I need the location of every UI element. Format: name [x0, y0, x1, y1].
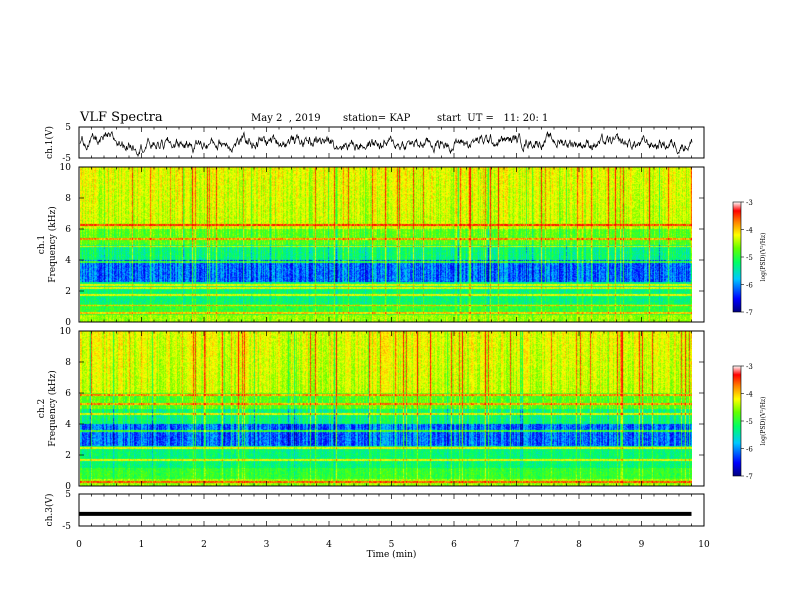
x-tick-label: 1: [139, 540, 145, 550]
y-tick-label: 4: [65, 256, 71, 266]
colorbar-ch2: [732, 365, 742, 477]
y-tick-label: 6: [65, 389, 71, 399]
x-tick-label: 8: [576, 540, 582, 550]
colorbar-label: log(PSD)(V²/Hz): [760, 233, 767, 282]
channel-label: ch.2: [37, 399, 47, 418]
y-tick-label: 10: [60, 163, 72, 173]
x-axis-label: Time (min): [367, 549, 417, 560]
x-tick-label: 6: [451, 540, 457, 550]
date-label: May 2 , 2019: [251, 113, 321, 124]
x-tick-label: 7: [514, 540, 520, 550]
y-axis-label: ch.3(V): [44, 494, 55, 527]
spectrogram-image-ch1: [80, 167, 692, 322]
colorbar-tick-label: -3: [746, 199, 753, 207]
y-axis-label: Frequency (kHz): [47, 370, 58, 447]
y-tick-label: 10: [60, 327, 72, 337]
x-tick-label: 4: [326, 540, 332, 550]
colorbar-tick-label: -6: [746, 282, 753, 290]
y-tick-label: 4: [65, 420, 71, 430]
ch1-waveform-line: [79, 131, 693, 158]
colorbar-tick-label: -7: [746, 473, 753, 481]
y-tick-label: 2: [65, 451, 71, 461]
y-tick-label: -5: [62, 154, 71, 164]
x-tick-label: 9: [639, 540, 645, 550]
colorbar-tick-label: -4: [746, 227, 753, 235]
y-tick-label: 0: [65, 482, 71, 492]
y-tick-label: 8: [65, 194, 71, 204]
colorbar-tick-label: -5: [746, 418, 753, 426]
y-tick-label: 6: [65, 225, 71, 235]
colorbar-tick-label: -3: [746, 363, 753, 371]
colorbar-ch1: [732, 201, 742, 313]
x-tick-label: 5: [389, 540, 395, 550]
station-label: station= KAP: [343, 113, 411, 124]
y-tick-label: -5: [62, 522, 71, 532]
channel-label: ch.1: [37, 235, 47, 254]
x-tick-label: 0: [76, 540, 82, 550]
y-tick-label: 8: [65, 358, 71, 368]
colorbar-tick-label: -6: [746, 446, 753, 454]
colorbar-tick-label: -4: [746, 391, 753, 399]
y-tick-label: 5: [65, 490, 71, 500]
x-tick-label: 2: [201, 540, 207, 550]
y-tick-label: 5: [65, 123, 71, 133]
x-tick-label: 10: [698, 540, 710, 550]
colorbar-tick-label: -5: [746, 254, 753, 262]
spectrogram-image-ch2: [80, 331, 692, 486]
x-tick-label: 3: [264, 540, 270, 550]
start-time-label: start UT = 11: 20: 1: [437, 113, 549, 124]
y-tick-label: 0: [65, 318, 71, 328]
chart-title: VLF Spectra: [80, 110, 163, 125]
y-axis-label: Frequency (kHz): [47, 206, 58, 283]
colorbar-tick-label: -7: [746, 309, 753, 317]
y-axis-label: ch.1(V): [44, 126, 55, 159]
y-tick-label: 2: [65, 287, 71, 297]
colorbar-label: log(PSD)(V²/Hz): [760, 397, 767, 446]
